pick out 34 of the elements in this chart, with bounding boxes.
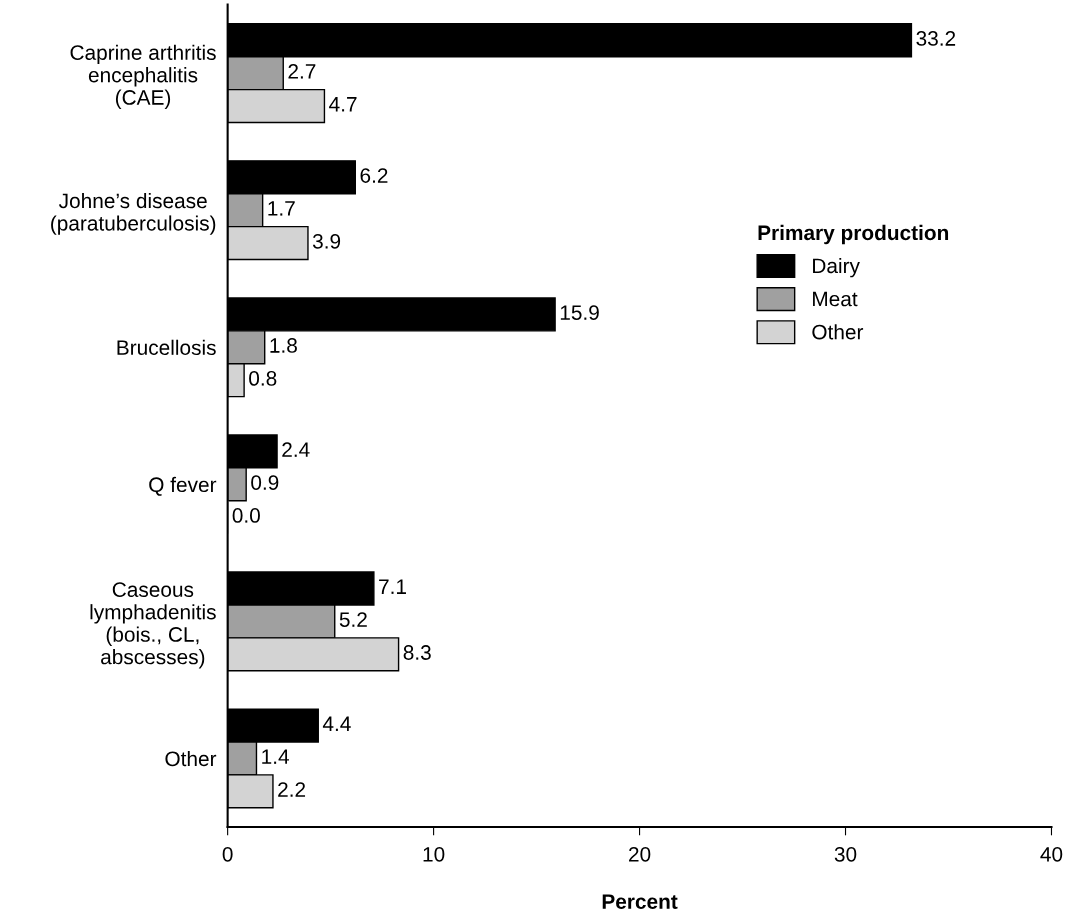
data-label: 2.2 xyxy=(278,782,306,797)
y-tick-label: Caseous lymphadenitis (bois., CL, abscesses) xyxy=(90,582,216,669)
data-label: 0.9 xyxy=(251,475,279,490)
data-label: 3.9 xyxy=(312,233,341,249)
y-tick-label: Other xyxy=(165,750,217,767)
data-label: 2.4 xyxy=(282,442,310,457)
data-label: 15.9 xyxy=(560,305,599,320)
y-tick-label: Johne’s disease (paratuberculosis) xyxy=(51,192,216,235)
data-label: 8.3 xyxy=(403,645,431,660)
x-tick-label: 30 xyxy=(834,846,857,862)
x-tick-label: 20 xyxy=(629,846,651,862)
data-label: 4.4 xyxy=(322,716,351,731)
data-label: 33.2 xyxy=(916,31,956,46)
data-label: 1.8 xyxy=(270,338,297,353)
data-label: 6.2 xyxy=(360,168,388,183)
x-axis-title: Percent xyxy=(602,894,678,909)
legend-title: Primary production xyxy=(758,224,949,245)
x-tick-label: 40 xyxy=(1040,846,1063,862)
data-label: 7.1 xyxy=(379,579,406,594)
data-label: 1.7 xyxy=(268,201,295,216)
y-tick-label: Q fever xyxy=(149,476,217,496)
y-tick-label: Brucellosis xyxy=(117,339,216,356)
legend-label: Other xyxy=(812,324,864,340)
x-tick-label: 0 xyxy=(222,846,233,862)
data-label: 1.4 xyxy=(262,749,289,764)
data-label: 0.8 xyxy=(249,371,277,386)
data-label: 5.2 xyxy=(339,612,367,627)
data-label: 4.7 xyxy=(329,97,357,112)
x-tick-label: 10 xyxy=(423,846,445,862)
data-label: 0.0 xyxy=(232,508,260,523)
y-tick-label: Caprine arthritis encephalitis (CAE) xyxy=(70,44,216,109)
legend-label: Meat xyxy=(813,291,858,307)
data-label: 2.7 xyxy=(288,63,316,79)
legend-label: Dairy xyxy=(813,257,860,278)
